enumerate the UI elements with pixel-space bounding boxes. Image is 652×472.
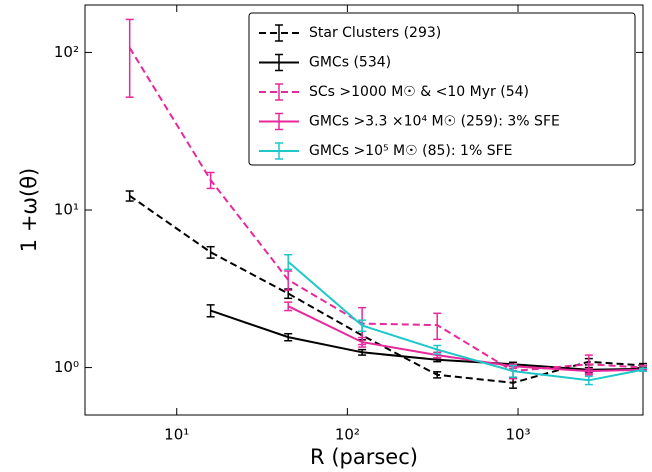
y-tick-label: 10²: [54, 43, 79, 61]
legend-label: Star Clusters (293): [309, 25, 441, 41]
y-tick-label: 10¹: [54, 201, 79, 219]
series-line: [210, 309, 644, 371]
legend-label: SCs >1000 M☉ & <10 Myr (54): [309, 84, 529, 100]
x-tick-label: 10²: [335, 426, 360, 444]
legend-box: [248, 12, 636, 166]
x-tick-label: 10³: [505, 426, 530, 444]
x-axis-label: R (parsec): [310, 445, 418, 469]
y-axis-label: 1 +ω(θ): [17, 168, 41, 252]
x-tick-label: 10¹: [164, 426, 189, 444]
legend-label: GMCs >3.3 ×10⁴ M☉ (259): 3% SFE: [309, 114, 560, 130]
y-tick-label: 10⁰: [54, 358, 79, 376]
series-line: [128, 47, 644, 373]
legend-label: GMCs (534): [309, 55, 391, 71]
series-line: [287, 260, 644, 382]
legend-label: GMCs >10⁵ M☉ (85): 1% SFE: [309, 143, 513, 159]
